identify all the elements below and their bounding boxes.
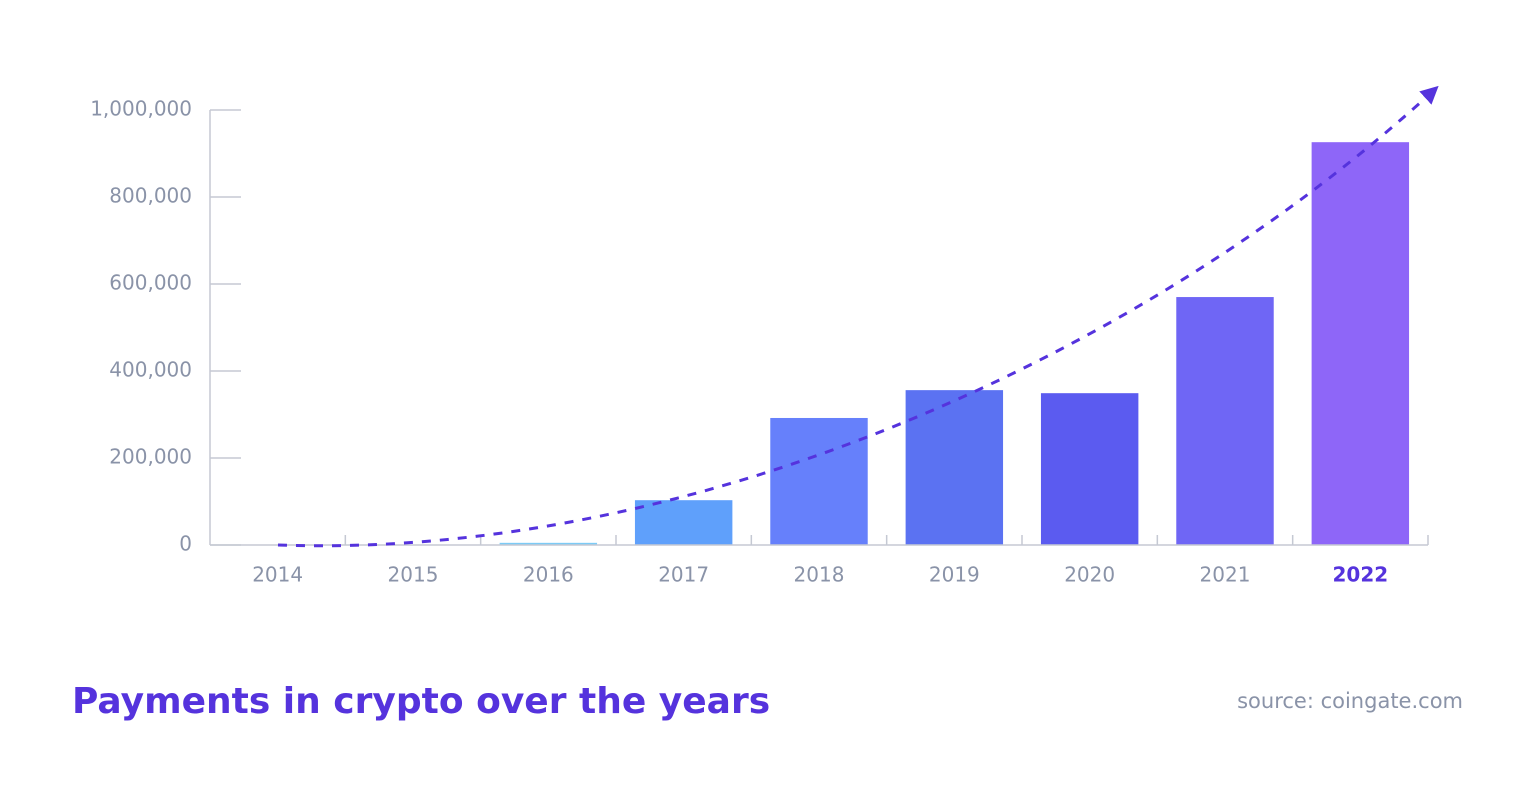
source-note: source: coingate.com	[1237, 689, 1463, 713]
x-tick-label: 2020	[1064, 563, 1115, 587]
y-tick-label: 600,000	[109, 271, 192, 295]
bar	[1040, 393, 1139, 545]
x-tick-label: 2018	[794, 563, 845, 587]
x-tick-label: 2016	[523, 563, 574, 587]
x-tick-label: 2017	[658, 563, 709, 587]
y-tick-label: 200,000	[109, 445, 192, 469]
bar	[1176, 297, 1274, 545]
x-tick-label: 2019	[929, 563, 980, 587]
plot-area: 0 200,000 400,000 600,000 800,000 1,000,000 20…	[90, 97, 1429, 587]
bar	[634, 500, 733, 545]
bar	[1311, 142, 1410, 545]
x-tick-label: 2021	[1200, 563, 1251, 587]
bar	[905, 390, 1004, 545]
bar	[499, 542, 598, 545]
x-tick-label: 2014	[252, 563, 303, 587]
x-tick-label: 2015	[388, 563, 439, 587]
chart-title: Payments in crypto over the years	[72, 681, 770, 722]
bar	[770, 417, 868, 545]
x-tick-label: 2022	[1332, 563, 1388, 587]
y-tick-label: 400,000	[109, 358, 192, 382]
y-tick-label: 800,000	[109, 184, 192, 208]
y-tick-label: 0	[179, 532, 192, 556]
y-tick-label: 1,000,000	[90, 97, 192, 121]
